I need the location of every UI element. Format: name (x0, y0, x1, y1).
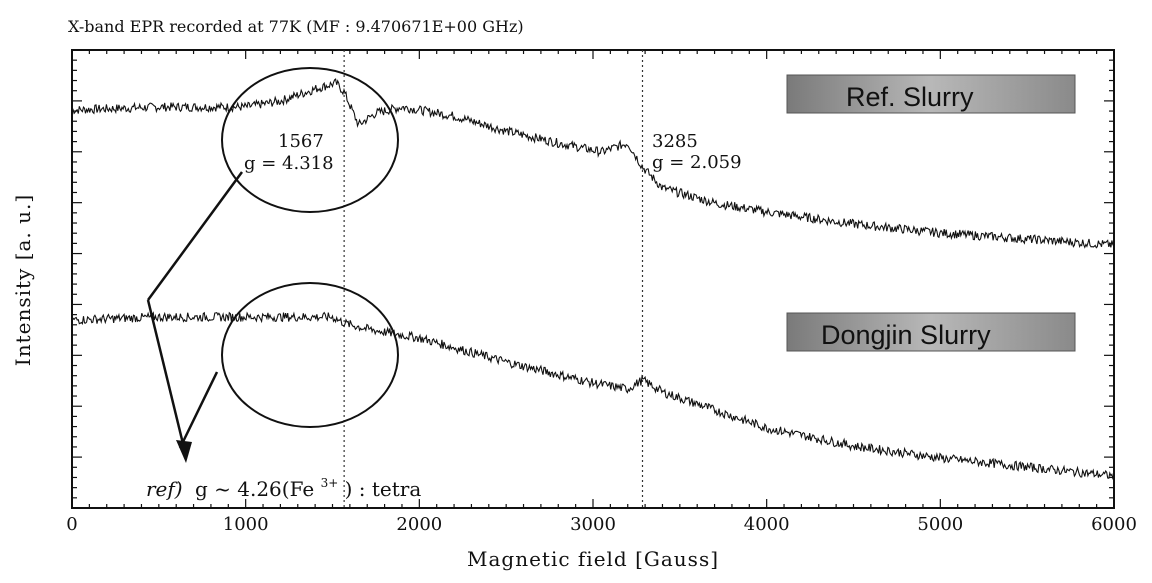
highlight-circle-dongjin (222, 283, 398, 427)
x-tick-label: 0 (66, 514, 77, 535)
x-tick-label: 3000 (570, 514, 616, 535)
x-tick-labels: 0 1000 2000 3000 4000 5000 6000 (66, 514, 1137, 535)
legend-label-dongjin: Dongjin Slurry (821, 320, 991, 350)
x-tick-label: 6000 (1091, 514, 1137, 535)
x-axis-label: Magnetic field [Gauss] (467, 547, 719, 571)
footnote-text-after: ) : tetra (345, 477, 422, 501)
chart-title: X-band EPR recorded at 77K (MF : 9.47067… (68, 17, 524, 36)
legend-label-ref: Ref. Slurry (846, 82, 974, 112)
arrow-annotation (148, 172, 242, 452)
annotation-g-2059: g = 2.059 (652, 152, 742, 173)
plot-frame (72, 50, 1114, 508)
series-group (72, 79, 1114, 479)
annotation-g-4318: g = 4.318 (244, 153, 334, 174)
axis-ticks (72, 50, 1114, 508)
footnote-superscript: 3+ (321, 476, 339, 490)
reference-lines (344, 50, 642, 508)
x-tick-label: 5000 (917, 514, 963, 535)
annotation-field-3285: 3285 (652, 131, 698, 152)
annotation-field-1567: 1567 (278, 131, 324, 152)
y-axis-label: Intensity [a. u.] (11, 194, 35, 366)
footnote-text-before: g ~ 4.26(Fe (195, 477, 314, 501)
footnote: ref) g ~ 4.26(Fe 3+ ) : tetra (146, 468, 421, 501)
arrowhead-icon (176, 440, 192, 463)
x-tick-label: 4000 (744, 514, 790, 535)
x-tick-label: 1000 (223, 514, 269, 535)
footnote-prefix: ref) (146, 477, 183, 501)
x-tick-label: 2000 (396, 514, 442, 535)
